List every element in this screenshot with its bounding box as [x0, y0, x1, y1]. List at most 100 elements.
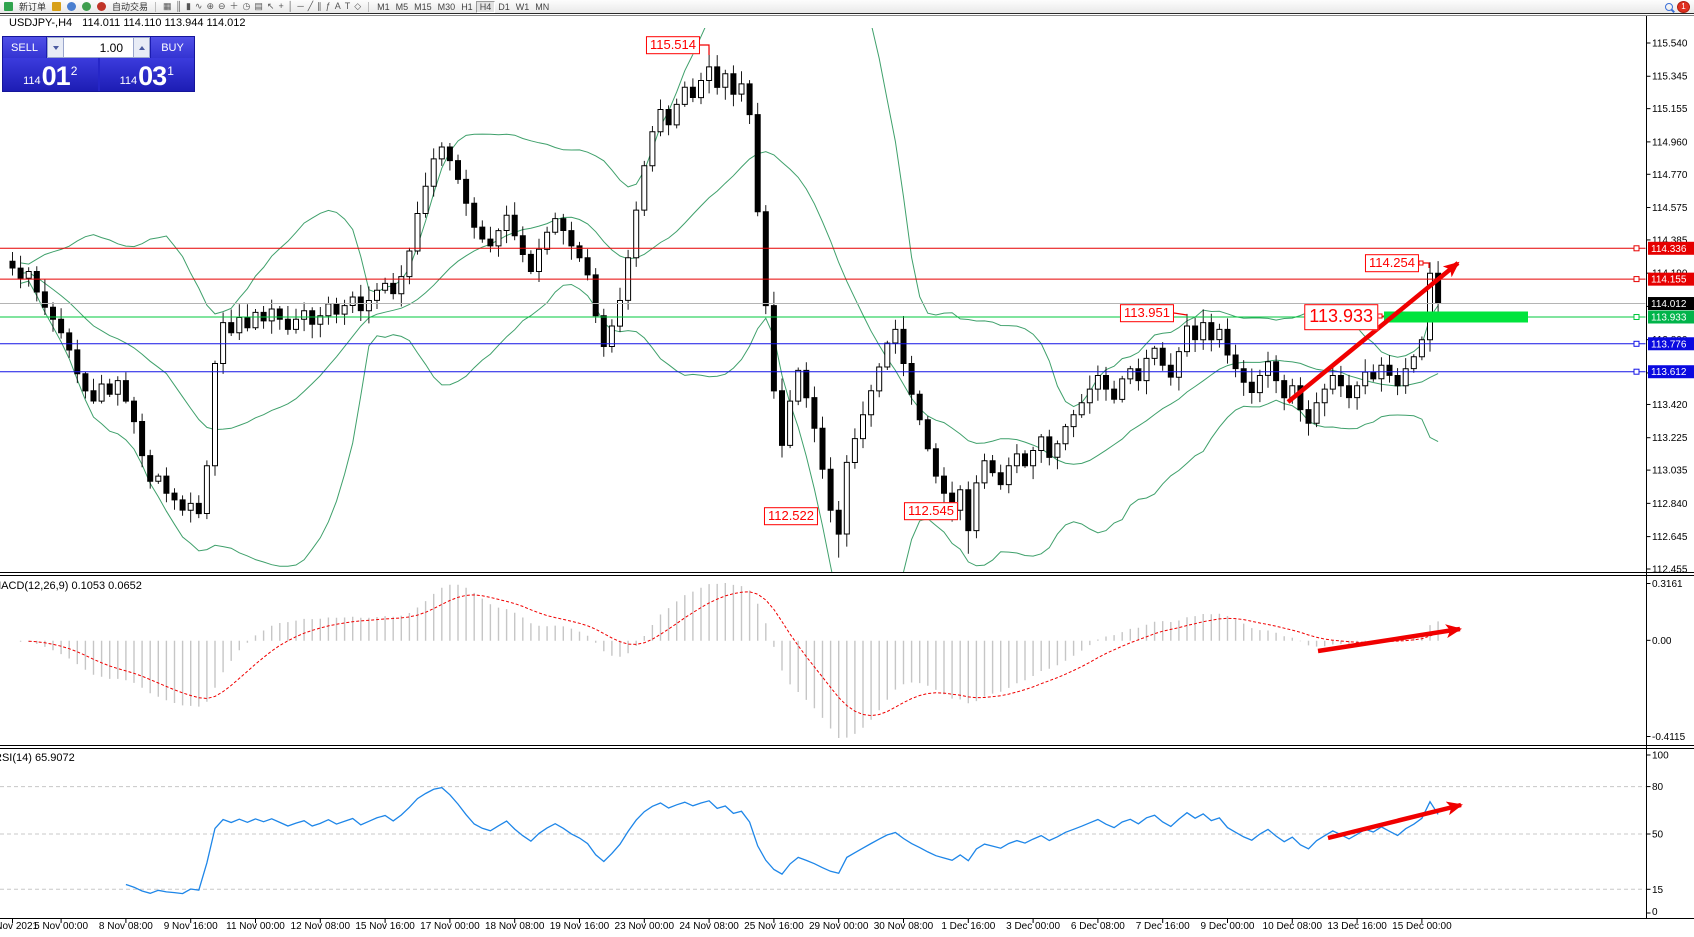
- svg-text:12 Nov 08:00: 12 Nov 08:00: [291, 921, 351, 932]
- axis-chip-113.612: 113.612: [1648, 365, 1694, 379]
- hline-icon[interactable]: ─: [297, 1, 304, 11]
- svg-text:114.770: 114.770: [1652, 170, 1688, 181]
- template-icon[interactable]: ▤: [254, 1, 263, 11]
- shapes-icon[interactable]: ◇: [354, 1, 362, 11]
- trend-arrow-main[interactable]: [1286, 261, 1460, 404]
- search-icon[interactable]: [1665, 2, 1673, 11]
- price-annotation-114.254[interactable]: 114.254: [1364, 254, 1419, 272]
- price-axis[interactable]: 115.540 115.345 115.155 114.960 114.770 114.5…: [1646, 39, 1694, 576]
- vline-icon[interactable]: │: [287, 1, 294, 11]
- candles: [9, 47, 1442, 558]
- svg-text:9 Nov 16:00: 9 Nov 16:00: [164, 921, 218, 932]
- grid-icon[interactable]: ▦: [163, 1, 172, 11]
- svg-text:11 Nov 00:00: 11 Nov 00:00: [226, 921, 285, 932]
- svg-text:29 Nov 00:00: 29 Nov 00:00: [809, 921, 869, 932]
- timeframe-mn[interactable]: MN: [535, 1, 550, 12]
- add-indicator-icon[interactable]: ＋: [229, 1, 239, 11]
- timeframe-d1[interactable]: D1: [498, 1, 510, 12]
- alert-badge[interactable]: 1: [1677, 0, 1690, 13]
- buy-price-quote[interactable]: 114 03 1: [119, 61, 174, 91]
- timeframe-m5[interactable]: M5: [395, 1, 409, 12]
- svg-text:113.035: 113.035: [1652, 466, 1688, 477]
- label-icon[interactable]: T: [344, 1, 351, 11]
- green-highlight-zone[interactable]: [1384, 311, 1528, 323]
- svg-text:100: 100: [1652, 751, 1669, 762]
- timeframe-h1[interactable]: H1: [461, 1, 473, 12]
- timeframe-m1[interactable]: M1: [377, 1, 390, 12]
- auto-trading-button[interactable]: 自动交易: [112, 2, 149, 12]
- zoom-in-icon[interactable]: ⊕: [206, 1, 214, 11]
- zoom-out-icon[interactable]: ⊖: [217, 1, 226, 11]
- sell-price-quote[interactable]: 114 01 2: [23, 61, 78, 91]
- signals-icon[interactable]: [80, 0, 93, 13]
- svg-text:8 Nov 08:00: 8 Nov 08:00: [99, 921, 153, 932]
- macd-panel: [19, 583, 1439, 738]
- axis-chip-113.933: 113.933: [1648, 310, 1694, 324]
- market-icon[interactable]: [65, 0, 78, 13]
- timeframe-m30[interactable]: M30: [437, 1, 456, 12]
- svg-text:113.933: 113.933: [1651, 312, 1687, 323]
- period-clock-icon[interactable]: ◷: [242, 1, 251, 11]
- svg-text:114.575: 114.575: [1652, 203, 1688, 214]
- axis-chip-113.776: 113.776: [1648, 337, 1694, 351]
- channel-icon[interactable]: ∥: [317, 1, 322, 11]
- svg-text:114.155: 114.155: [1651, 275, 1687, 286]
- crosshair-icon[interactable]: +: [278, 1, 284, 11]
- price-annotation-113.933[interactable]: 113.933: [1304, 304, 1378, 330]
- svg-text:0.00: 0.00: [1652, 636, 1672, 647]
- svg-text:-0.4115: -0.4115: [1652, 732, 1686, 743]
- fibo-icon[interactable]: ƒ: [325, 1, 331, 11]
- svg-text:114.336: 114.336: [1651, 244, 1687, 255]
- svg-text:15 Nov 16:00: 15 Nov 16:00: [355, 921, 415, 932]
- new-chart-icon[interactable]: [2, 0, 15, 13]
- svg-text:112.645: 112.645: [1652, 532, 1688, 543]
- price-annotation-112.545[interactable]: 112.545: [903, 502, 958, 520]
- svg-text:15 Dec 00:00: 15 Dec 00:00: [1392, 921, 1452, 932]
- trend-arrow-macd[interactable]: [1317, 624, 1462, 654]
- svg-text:18 Nov 08:00: 18 Nov 08:00: [485, 921, 545, 932]
- svg-text:15: 15: [1652, 885, 1664, 896]
- svg-text:10 Dec 08:00: 10 Dec 08:00: [1263, 921, 1323, 932]
- price-panel: [9, 28, 1442, 572]
- rsi-indicator-label: RSI(14) 65.9072: [0, 752, 75, 764]
- timeframe-m15[interactable]: M15: [414, 1, 432, 12]
- bollinger-bands: [20, 28, 1439, 572]
- trend-arrow-rsi[interactable]: [1327, 801, 1463, 841]
- price-annotation-113.951[interactable]: 113.951: [1119, 304, 1174, 322]
- svg-text:115.540: 115.540: [1652, 39, 1688, 50]
- timeframe-w1[interactable]: W1: [515, 1, 530, 12]
- volume-decrease-button[interactable]: [47, 37, 64, 58]
- rsi-axis: 100 80 50 15 0: [1646, 751, 1669, 918]
- svg-text:19 Nov 16:00: 19 Nov 16:00: [550, 921, 610, 932]
- gold-icon[interactable]: [50, 0, 63, 13]
- candle-chart-icon[interactable]: ▮: [185, 1, 191, 11]
- trendline-icon[interactable]: ╱: [307, 1, 314, 11]
- svg-text:50: 50: [1652, 830, 1664, 841]
- price-annotation-115.514[interactable]: 115.514: [645, 36, 700, 54]
- svg-text:114.012: 114.012: [1651, 299, 1687, 310]
- annotation-graphics[interactable]: [700, 44, 1463, 841]
- svg-text:17 Nov 00:00: 17 Nov 00:00: [420, 921, 480, 932]
- svg-text:0: 0: [1652, 907, 1658, 918]
- price-annotation-112.522[interactable]: 112.522: [763, 507, 818, 525]
- line-chart-icon[interactable]: ∿: [194, 1, 203, 11]
- volume-input[interactable]: 1.00: [64, 37, 133, 58]
- timeframe-h4[interactable]: H4: [475, 0, 496, 13]
- text-icon[interactable]: A: [334, 1, 341, 11]
- volume-increase-button[interactable]: [133, 37, 150, 58]
- svg-text:112.840: 112.840: [1652, 499, 1688, 510]
- cursor-icon[interactable]: ↖: [266, 1, 275, 11]
- axis-chip-114.336: 114.336: [1648, 241, 1694, 255]
- autotrade-globe-icon[interactable]: [95, 0, 108, 13]
- svg-text:113.225: 113.225: [1652, 433, 1688, 444]
- svg-text:3 Dec 00:00: 3 Dec 00:00: [1006, 921, 1060, 932]
- sell-button[interactable]: SELL: [3, 37, 47, 58]
- bar-chart-icon[interactable]: ║: [175, 1, 182, 11]
- buy-button[interactable]: BUY: [150, 37, 194, 58]
- svg-text:115.155: 115.155: [1652, 104, 1688, 115]
- macd-axis: 0.3161 0.00 -0.4115: [1646, 579, 1686, 743]
- new-order-button[interactable]: 新订单: [19, 2, 47, 12]
